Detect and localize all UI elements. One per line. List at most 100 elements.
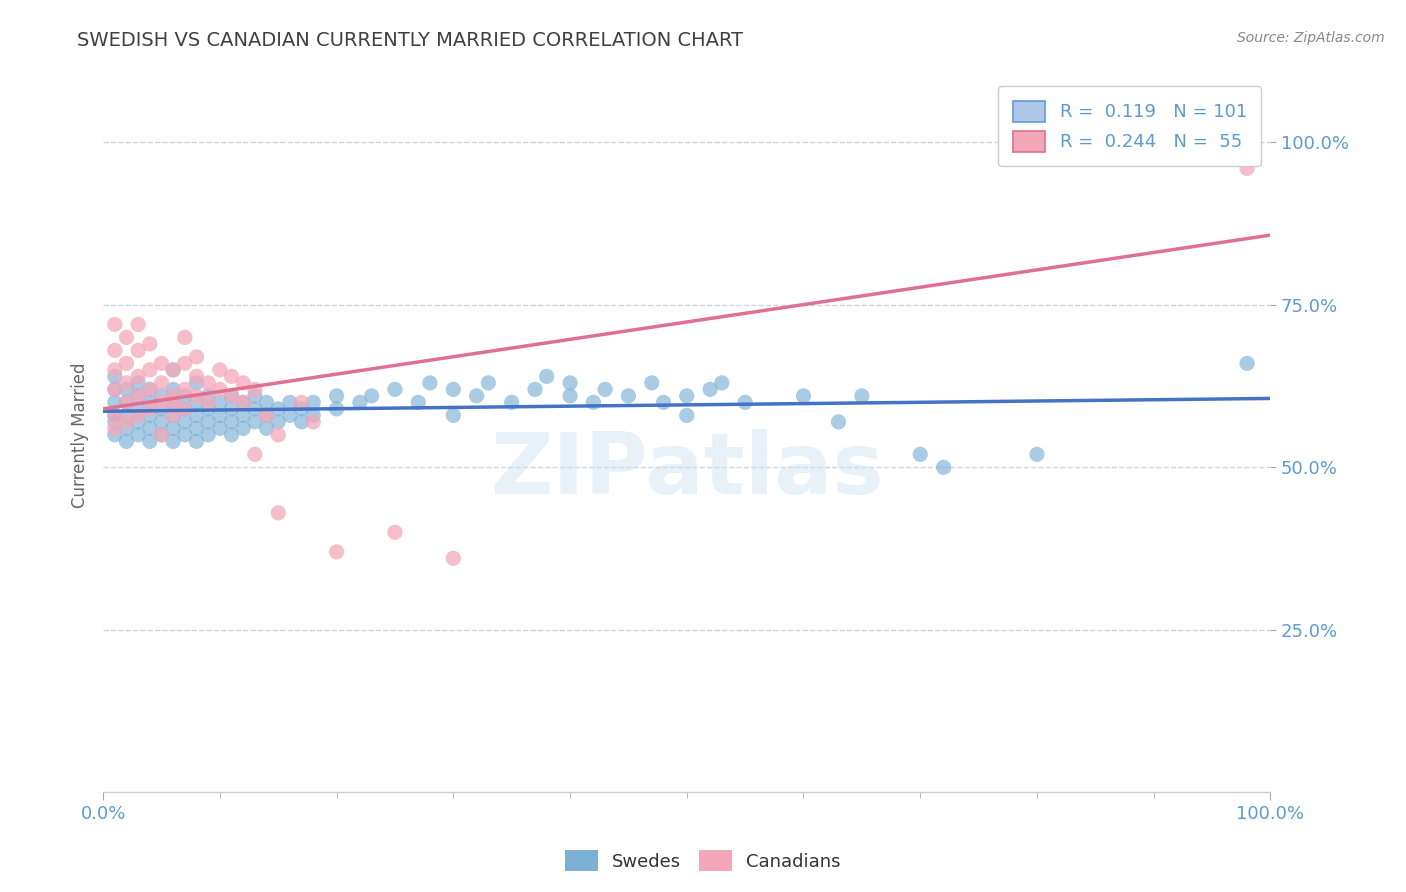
Point — [641, 376, 664, 390]
Point — [302, 415, 325, 429]
Point — [127, 409, 149, 423]
Point — [243, 389, 266, 403]
Point — [1026, 447, 1049, 461]
Text: SWEDISH VS CANADIAN CURRENTLY MARRIED CORRELATION CHART: SWEDISH VS CANADIAN CURRENTLY MARRIED CO… — [77, 31, 744, 50]
Point — [139, 337, 162, 351]
Point — [150, 356, 173, 370]
Point — [384, 383, 406, 397]
Point — [162, 409, 184, 423]
Point — [232, 376, 254, 390]
Point — [139, 401, 162, 416]
Point — [232, 395, 254, 409]
Point — [150, 401, 173, 416]
Point — [162, 363, 184, 377]
Legend: R =  0.119   N = 101, R =  0.244   N =  55: R = 0.119 N = 101, R = 0.244 N = 55 — [998, 87, 1261, 166]
Point — [501, 395, 523, 409]
Point — [115, 356, 138, 370]
Point — [221, 369, 243, 384]
Point — [115, 395, 138, 409]
Point — [441, 409, 464, 423]
Point — [150, 415, 173, 429]
Point — [197, 376, 219, 390]
Point — [186, 376, 208, 390]
Point — [256, 409, 278, 423]
Point — [582, 395, 605, 409]
Point — [1236, 161, 1258, 176]
Point — [290, 415, 312, 429]
Point — [115, 409, 138, 423]
Point — [699, 383, 721, 397]
Point — [441, 551, 464, 566]
Point — [162, 421, 184, 435]
Point — [162, 434, 184, 449]
Point — [115, 415, 138, 429]
Point — [150, 376, 173, 390]
Point — [104, 395, 127, 409]
Point — [208, 383, 231, 397]
Point — [232, 409, 254, 423]
Point — [127, 389, 149, 403]
Point — [162, 363, 184, 377]
Point — [419, 376, 441, 390]
Point — [652, 395, 675, 409]
Point — [186, 389, 208, 403]
Point — [558, 389, 581, 403]
Point — [524, 383, 547, 397]
Point — [139, 383, 162, 397]
Point — [115, 395, 138, 409]
Point — [150, 389, 173, 403]
Point — [115, 330, 138, 344]
Point — [186, 421, 208, 435]
Point — [256, 409, 278, 423]
Point — [675, 389, 697, 403]
Point — [162, 383, 184, 397]
Point — [267, 428, 290, 442]
Point — [173, 401, 195, 416]
Point — [232, 421, 254, 435]
Point — [139, 434, 162, 449]
Point — [115, 383, 138, 397]
Point — [104, 383, 127, 397]
Point — [477, 376, 499, 390]
Legend: Swedes, Canadians: Swedes, Canadians — [558, 843, 848, 879]
Y-axis label: Currently Married: Currently Married — [72, 362, 89, 508]
Point — [243, 401, 266, 416]
Point — [127, 318, 149, 332]
Point — [908, 447, 931, 461]
Point — [186, 434, 208, 449]
Point — [851, 389, 873, 403]
Point — [104, 428, 127, 442]
Point — [208, 395, 231, 409]
Point — [593, 383, 616, 397]
Point — [267, 401, 290, 416]
Point — [139, 421, 162, 435]
Point — [173, 356, 195, 370]
Point — [139, 383, 162, 397]
Point — [290, 401, 312, 416]
Point — [221, 428, 243, 442]
Point — [221, 389, 243, 403]
Point — [115, 376, 138, 390]
Point — [197, 415, 219, 429]
Point — [104, 409, 127, 423]
Point — [197, 395, 219, 409]
Point — [104, 415, 127, 429]
Point — [186, 395, 208, 409]
Text: Source: ZipAtlas.com: Source: ZipAtlas.com — [1237, 31, 1385, 45]
Point — [162, 395, 184, 409]
Point — [256, 395, 278, 409]
Point — [278, 395, 301, 409]
Point — [197, 389, 219, 403]
Point — [173, 330, 195, 344]
Point — [441, 383, 464, 397]
Point — [325, 545, 347, 559]
Point — [127, 401, 149, 416]
Point — [734, 395, 756, 409]
Point — [360, 389, 382, 403]
Point — [325, 389, 347, 403]
Point — [139, 395, 162, 409]
Point — [243, 415, 266, 429]
Point — [267, 506, 290, 520]
Point — [221, 415, 243, 429]
Point — [1236, 356, 1258, 370]
